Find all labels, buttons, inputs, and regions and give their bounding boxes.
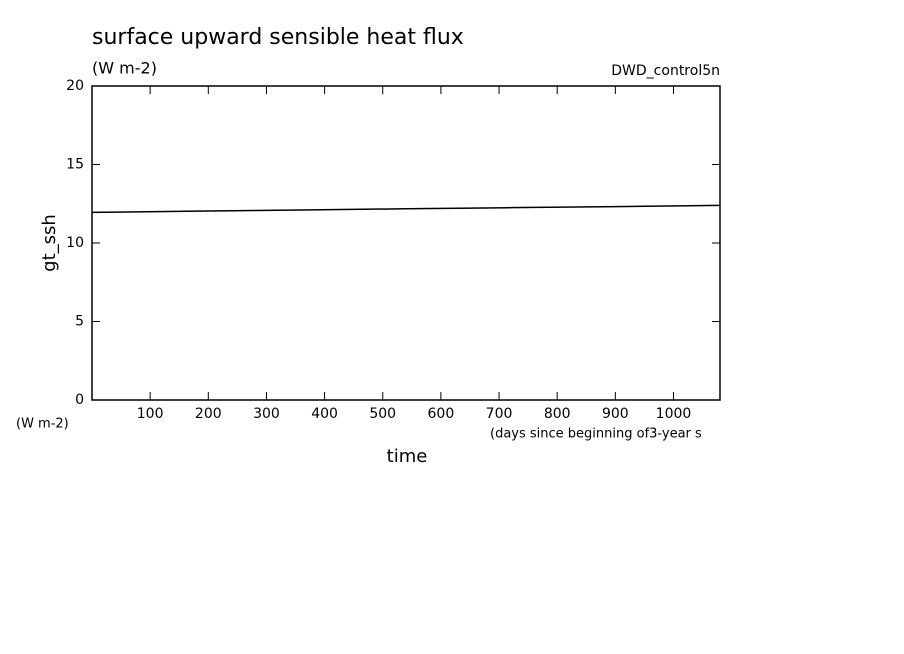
y-tick-label: 5 <box>75 314 84 330</box>
x-tick-label: 300 <box>253 406 280 422</box>
x-tick-label: 100 <box>137 406 164 422</box>
x-tick-label: 400 <box>311 406 338 422</box>
x-tick-label: 1000 <box>656 406 692 422</box>
x-tick-label: 800 <box>544 406 571 422</box>
y-tick-label: 15 <box>66 157 84 173</box>
line <box>91 204 721 214</box>
y-tick-label: 10 <box>66 235 84 251</box>
y-tick-label: 0 <box>75 392 84 408</box>
x-tick-label: 900 <box>602 406 629 422</box>
chart-title: surface upward sensible heat flux <box>92 25 464 50</box>
annotation: DWD_control5n <box>611 63 720 79</box>
x-tick-label: 600 <box>428 406 455 422</box>
x-tick-label: 700 <box>486 406 513 422</box>
subtitle: (W m-2) <box>92 59 157 78</box>
y-tick-label: 20 <box>66 78 84 94</box>
x-axis-label: time <box>387 446 428 467</box>
x-tick-label: 500 <box>369 406 396 422</box>
y-axis-label: gt_ssh <box>39 214 60 272</box>
x-units: (days since beginning of3-year s <box>490 427 702 442</box>
x-tick-label: 200 <box>195 406 222 422</box>
y-units: (W m-2) <box>16 417 69 432</box>
